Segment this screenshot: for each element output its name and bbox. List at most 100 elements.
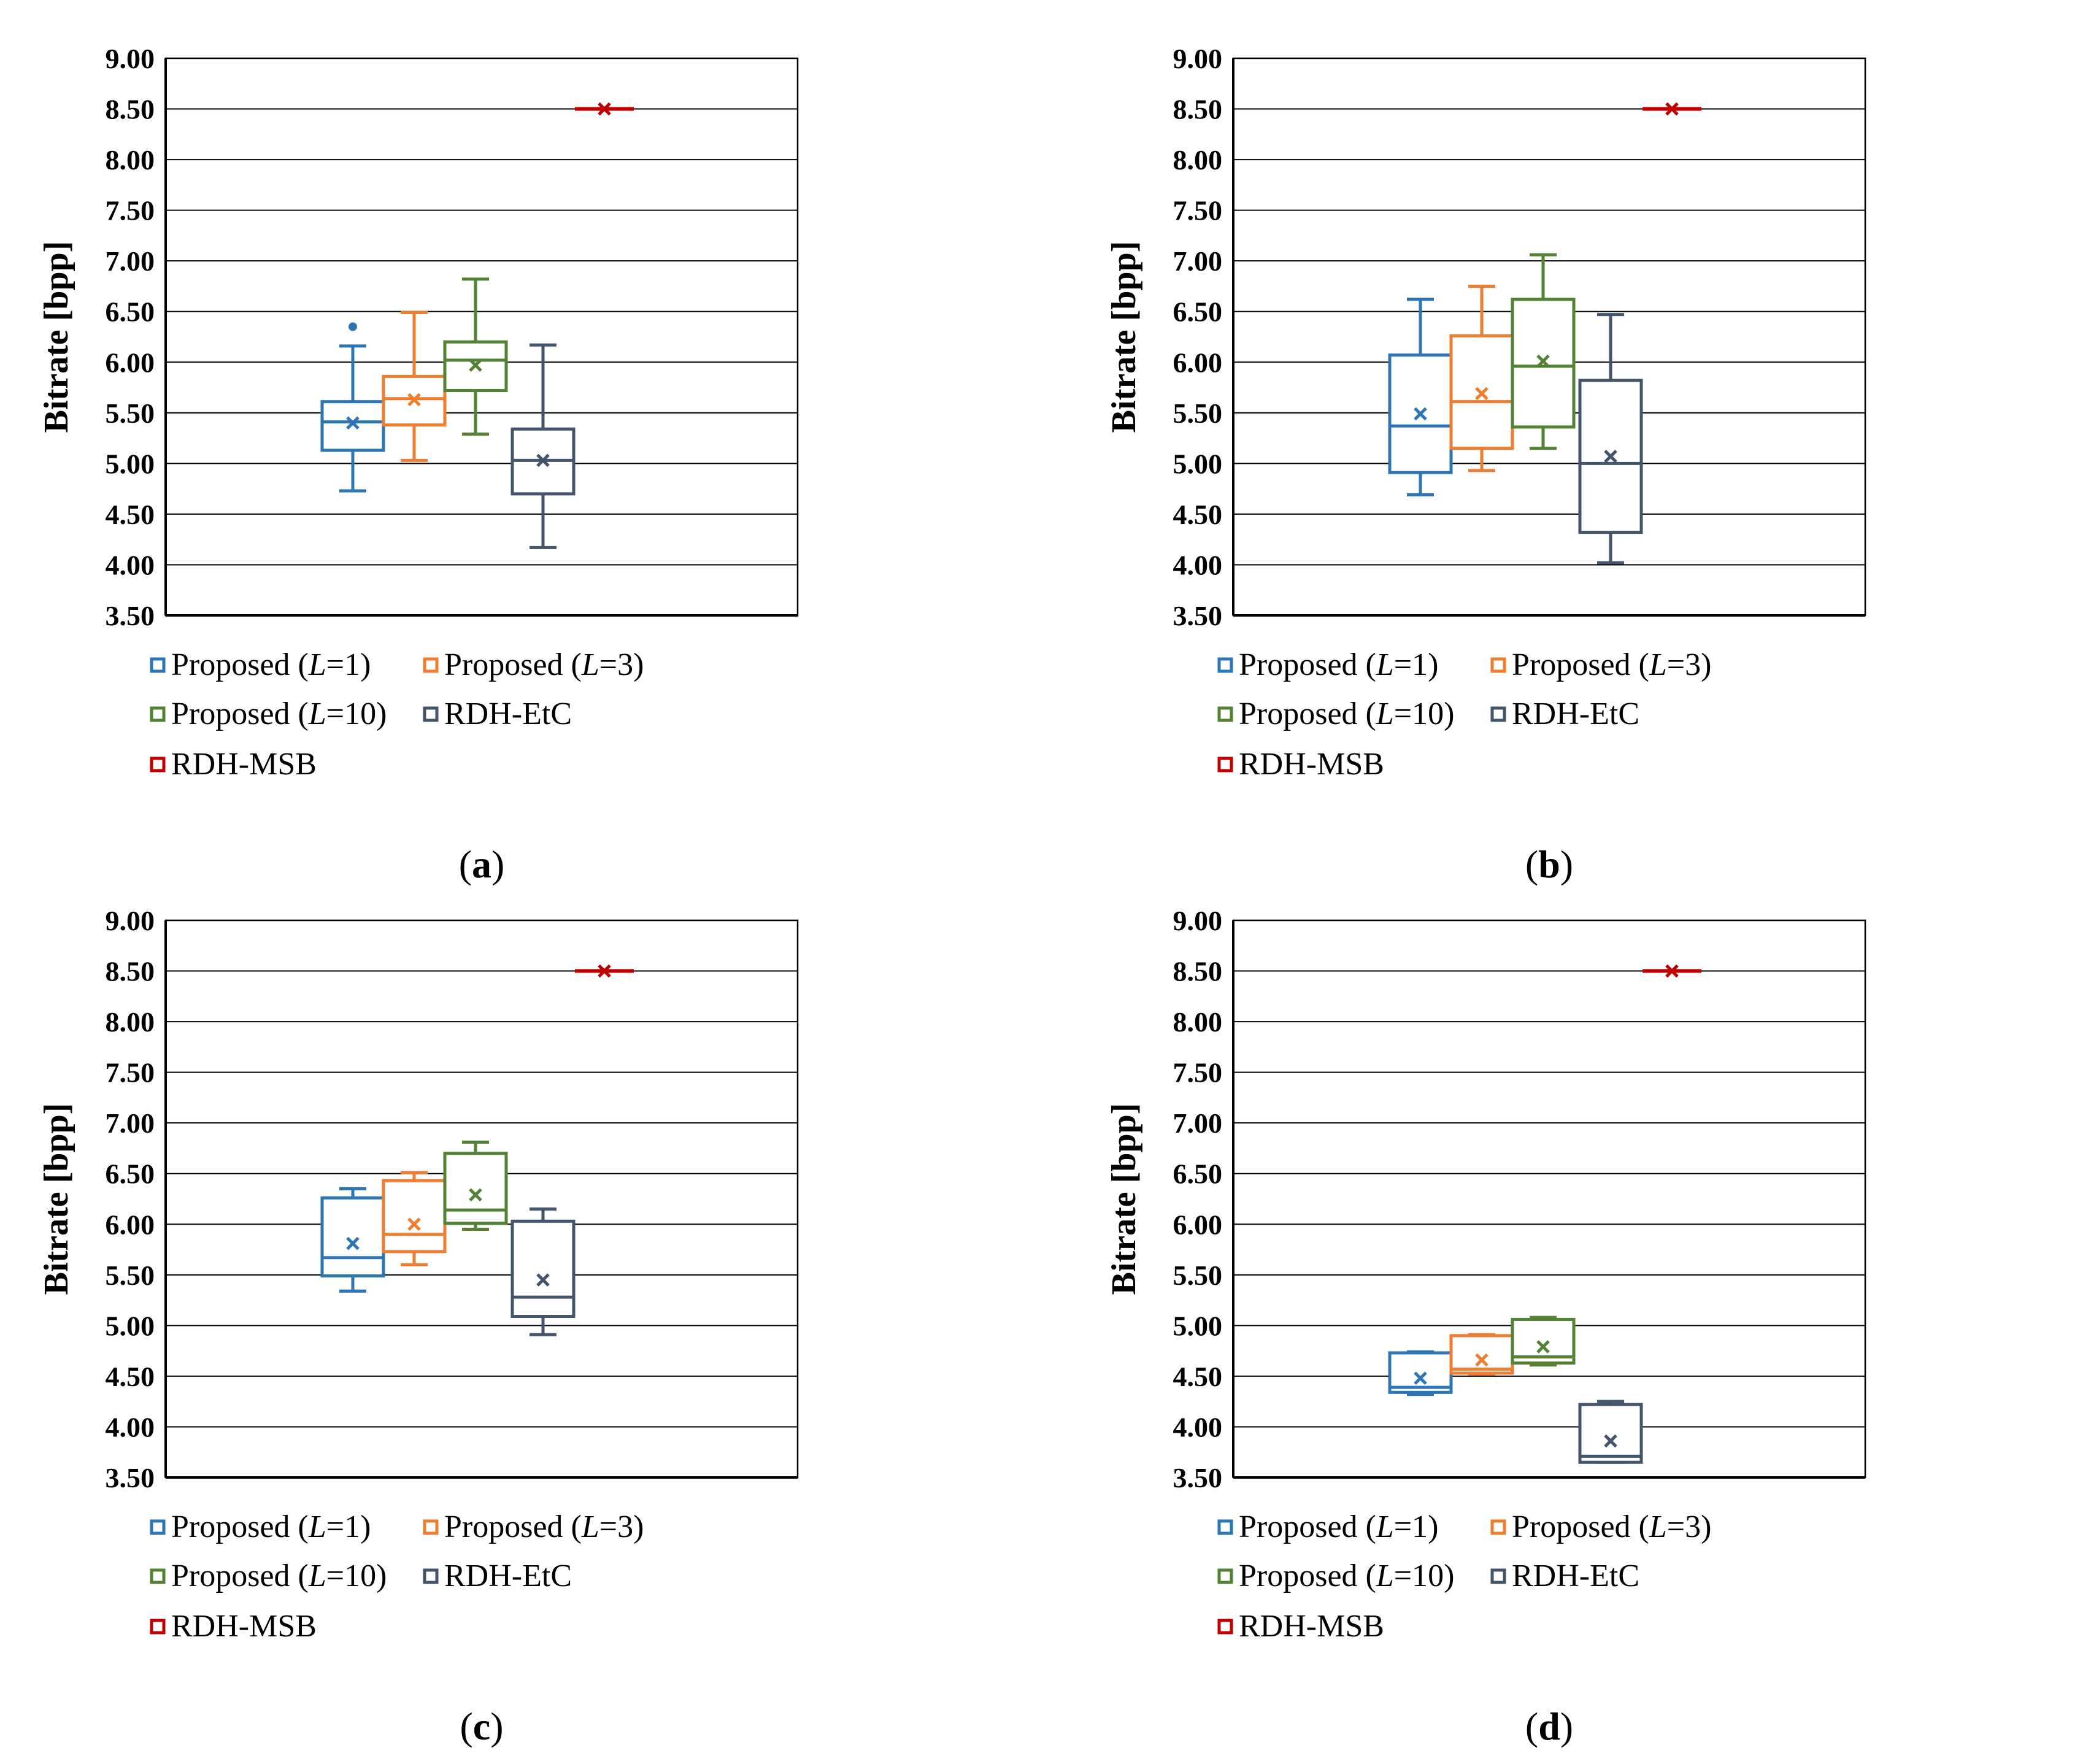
y-tick-label: 8.00 — [1173, 1006, 1223, 1038]
y-tick-label: 6.50 — [106, 1158, 155, 1190]
legend-label: Proposed (L=10) — [1239, 1558, 1454, 1593]
y-tick-label: 5.50 — [106, 398, 155, 429]
legend-label: RDH-EtC — [1512, 1558, 1639, 1593]
legend-swatch — [423, 657, 439, 673]
y-tick-label: 5.00 — [1173, 448, 1223, 479]
box-plot-a: 3.50 4.00 4.50 5.00 5.50 6.00 6.50 7.00 7.50 8.00… — [37, 43, 799, 886]
mean-marker — [598, 964, 611, 978]
mean-marker — [1414, 1371, 1427, 1385]
box-rdh-etc — [510, 343, 576, 549]
box-plot-b: 3.50 4.00 4.50 5.00 5.50 6.00 6.50 7.00 7.50 8.00… — [1105, 43, 1866, 886]
panel-caption: (b) — [1525, 842, 1573, 886]
legend-label: Proposed (L=1) — [171, 1509, 371, 1544]
mean-marker — [1536, 1340, 1550, 1354]
box-rdh-etc — [510, 1207, 576, 1336]
legend-label: Proposed (L=3) — [1512, 647, 1711, 682]
y-tick-label: 3.50 — [1173, 600, 1223, 631]
y-tick-label: 4.00 — [1173, 1411, 1223, 1442]
y-axis-label: Bitrate [bpp] — [37, 241, 75, 433]
y-tick-label: 6.00 — [106, 1209, 155, 1240]
legend-entry: RDH-EtC — [1490, 696, 1639, 731]
box-proposed-l-3 — [382, 1171, 447, 1266]
y-tick-label: 4.00 — [1173, 549, 1223, 580]
y-tick-label: 7.50 — [106, 195, 155, 226]
box-rdh-etc — [1578, 1400, 1643, 1464]
box-iqr — [443, 1152, 508, 1225]
y-tick-label: 9.00 — [1173, 43, 1223, 74]
legend-swatch — [1217, 757, 1233, 772]
legend-label: Proposed (L=1) — [1239, 1509, 1438, 1544]
box-plot-c: 3.50 4.00 4.50 5.00 5.50 6.00 6.50 7.00 7.50 8.00… — [37, 905, 799, 1748]
box-iqr — [320, 400, 385, 452]
mean-marker — [1604, 1434, 1617, 1448]
legend-swatch — [1217, 1619, 1233, 1635]
box-iqr — [510, 1219, 576, 1319]
y-tick-label: 6.50 — [1173, 296, 1223, 328]
box-proposed-l-1 — [1388, 1350, 1453, 1396]
chart-panel-a: 3.50 4.00 4.50 5.00 5.50 6.00 6.50 7.00 7.50 8.00… — [37, 25, 1019, 896]
y-tick-label: 4.50 — [106, 1361, 155, 1392]
legend-swatch — [1490, 657, 1506, 673]
box-rdh-msb — [575, 102, 634, 116]
y-tick-label: 5.00 — [1173, 1310, 1223, 1341]
legend-swatch — [150, 1519, 166, 1535]
mean-marker — [469, 1188, 482, 1202]
y-tick-label: 6.50 — [1173, 1158, 1223, 1190]
legend-entry: Proposed (L=3) — [1490, 1509, 1711, 1544]
y-tick-label: 4.50 — [1173, 499, 1223, 530]
mean-marker — [1475, 387, 1489, 401]
mean-marker — [1475, 1353, 1489, 1367]
legend-swatch — [150, 657, 166, 673]
chart-panel-d: 3.50 4.00 4.50 5.00 5.50 6.00 6.50 7.00 7.50 8.00… — [1104, 887, 2086, 1758]
legend-swatch — [1217, 1519, 1233, 1535]
legend-swatch — [1490, 1568, 1506, 1584]
legend-entry: Proposed (L=3) — [1490, 647, 1711, 682]
legend-label: Proposed (L=1) — [171, 647, 371, 682]
legend-swatch — [1490, 706, 1506, 722]
y-tick-label: 5.50 — [1173, 1260, 1223, 1291]
legend-entry: Proposed (L=3) — [423, 647, 644, 682]
chart-panel-b: 3.50 4.00 4.50 5.00 5.50 6.00 6.50 7.00 7.50 8.00… — [1104, 25, 2086, 896]
y-tick-label: 7.50 — [1173, 1057, 1223, 1088]
box-rdh-msb — [1643, 102, 1701, 116]
y-axis-label: Bitrate [bpp] — [37, 1103, 75, 1295]
mean-marker — [346, 1236, 360, 1250]
outlier-point — [349, 322, 357, 331]
legend-entry: RDH-EtC — [423, 696, 572, 731]
legend-label: RDH-EtC — [444, 696, 572, 731]
legend-entry: RDH-MSB — [150, 747, 317, 782]
y-tick-label: 7.50 — [106, 1057, 155, 1088]
y-tick-label: 7.00 — [1173, 1107, 1223, 1139]
legend-entry: RDH-EtC — [423, 1558, 572, 1593]
legend-swatch — [1217, 657, 1233, 673]
legend-entry: Proposed (L=10) — [1217, 696, 1454, 731]
mean-marker — [1604, 450, 1617, 463]
box-proposed-l-10 — [1511, 1315, 1576, 1367]
legend-label: Proposed (L=3) — [444, 1509, 644, 1544]
mean-marker — [346, 416, 360, 430]
box-proposed-l-10 — [443, 1141, 508, 1231]
panel-caption: (d) — [1525, 1704, 1573, 1748]
box-proposed-l-1 — [320, 1187, 385, 1293]
box-iqr — [320, 1196, 385, 1277]
y-tick-label: 8.00 — [106, 1006, 155, 1038]
mean-marker — [407, 393, 421, 407]
mean-marker — [536, 1273, 550, 1287]
legend-swatch — [423, 706, 439, 722]
box-proposed-l-3 — [1449, 1333, 1514, 1376]
y-axis-label: Bitrate [bpp] — [1105, 241, 1143, 433]
mean-marker — [407, 1217, 421, 1231]
y-tick-label: 6.00 — [106, 347, 155, 378]
y-tick-label: 8.00 — [1173, 144, 1223, 175]
y-tick-label: 7.00 — [1173, 245, 1223, 277]
legend-swatch — [1217, 706, 1233, 722]
y-tick-label: 3.50 — [1173, 1462, 1223, 1493]
box-proposed-l-10 — [1511, 253, 1576, 450]
chart-panel-c: 3.50 4.00 4.50 5.00 5.50 6.00 6.50 7.00 7.50 8.00… — [37, 887, 1019, 1758]
y-tick-label: 4.50 — [1173, 1361, 1223, 1392]
y-tick-label: 8.50 — [106, 94, 155, 125]
legend-swatch — [423, 1568, 439, 1584]
y-tick-label: 9.00 — [106, 905, 155, 936]
y-tick-label: 9.00 — [1173, 905, 1223, 936]
legend-label: Proposed (L=3) — [1512, 1509, 1711, 1544]
